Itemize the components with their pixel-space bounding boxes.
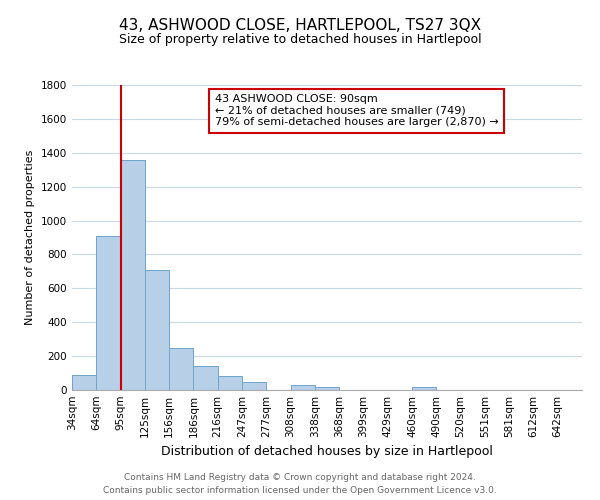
Y-axis label: Number of detached properties: Number of detached properties xyxy=(25,150,35,325)
Bar xyxy=(218,376,242,390)
Bar xyxy=(145,270,169,390)
Text: Contains HM Land Registry data © Crown copyright and database right 2024.: Contains HM Land Registry data © Crown c… xyxy=(124,472,476,482)
Text: 43 ASHWOOD CLOSE: 90sqm
← 21% of detached houses are smaller (749)
79% of semi-d: 43 ASHWOOD CLOSE: 90sqm ← 21% of detache… xyxy=(215,94,499,128)
Bar xyxy=(315,386,339,390)
Text: Size of property relative to detached houses in Hartlepool: Size of property relative to detached ho… xyxy=(119,32,481,46)
Bar xyxy=(169,348,193,390)
Bar xyxy=(72,375,96,390)
Text: 43, ASHWOOD CLOSE, HARTLEPOOL, TS27 3QX: 43, ASHWOOD CLOSE, HARTLEPOOL, TS27 3QX xyxy=(119,18,481,32)
Bar xyxy=(96,236,121,390)
Bar xyxy=(412,388,436,390)
Bar xyxy=(193,366,218,390)
Text: Contains public sector information licensed under the Open Government Licence v3: Contains public sector information licen… xyxy=(103,486,497,495)
X-axis label: Distribution of detached houses by size in Hartlepool: Distribution of detached houses by size … xyxy=(161,446,493,458)
Bar xyxy=(121,160,145,390)
Bar xyxy=(242,382,266,390)
Bar xyxy=(290,385,315,390)
